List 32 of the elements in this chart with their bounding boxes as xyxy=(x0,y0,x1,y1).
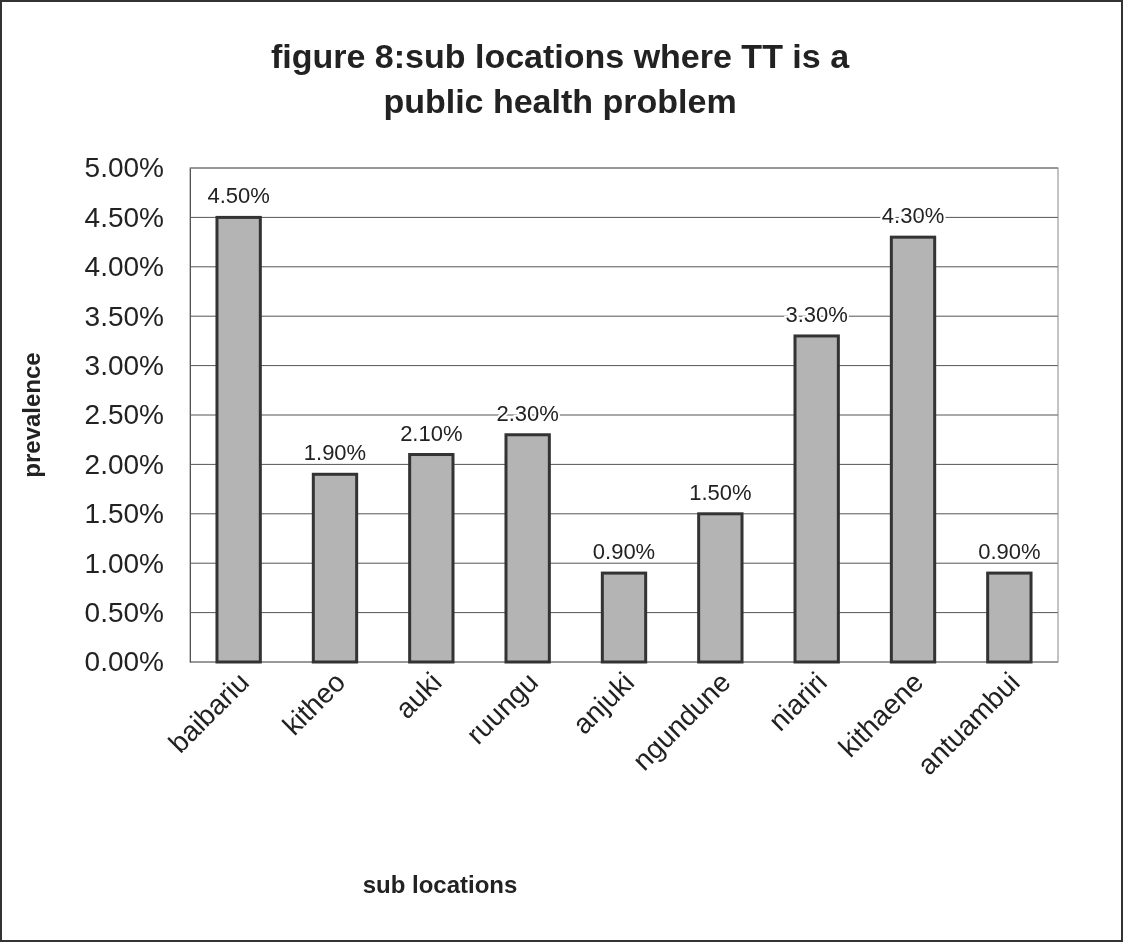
x-tick-label: auki xyxy=(389,666,448,725)
y-tick-label: 0.00% xyxy=(84,646,164,678)
bar xyxy=(697,512,744,664)
x-axis-title: sub locations xyxy=(362,871,518,898)
y-tick-label: 3.00% xyxy=(84,350,164,382)
y-tick-label: 4.00% xyxy=(84,251,164,283)
y-tick-label: 4.50% xyxy=(84,201,164,233)
y-tick-label: 1.50% xyxy=(84,498,164,530)
bar xyxy=(408,453,455,664)
y-tick-label: 2.50% xyxy=(84,399,164,431)
bar xyxy=(504,433,551,664)
y-tick-label: 1.00% xyxy=(84,547,164,579)
data-label: 2.10% xyxy=(400,420,463,446)
data-label: 1.50% xyxy=(689,479,752,505)
data-label: 0.90% xyxy=(592,539,656,565)
data-label: 1.90% xyxy=(303,440,367,466)
data-label: 0.90% xyxy=(978,539,1041,565)
data-label: 3.30% xyxy=(785,301,848,327)
bar xyxy=(889,235,937,664)
y-tick-label: 0.50% xyxy=(84,597,164,629)
y-tick-label: 2.00% xyxy=(84,448,164,480)
bar xyxy=(986,571,1033,664)
bar xyxy=(600,571,648,664)
data-label: 2.30% xyxy=(496,400,559,426)
y-tick-label: 5.00% xyxy=(84,152,164,184)
bar xyxy=(311,472,359,664)
y-tick-label: 3.50% xyxy=(84,300,164,332)
y-axis-title: prevalence xyxy=(18,352,45,478)
chart-title: figure 8:sub locations where TT is a public health problem xyxy=(270,37,851,120)
bar xyxy=(793,334,840,664)
bar xyxy=(215,215,262,664)
data-label: 4.50% xyxy=(207,183,270,209)
